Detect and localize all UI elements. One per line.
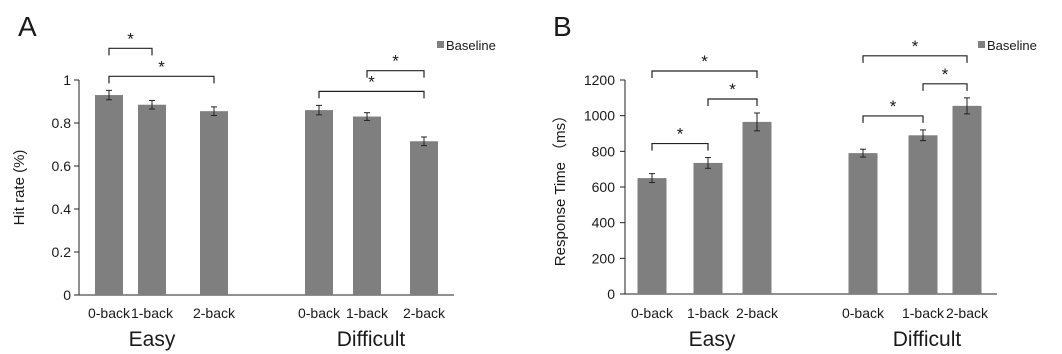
y-tick-label: 1000 [584, 108, 615, 124]
y-tick-label: 200 [592, 250, 616, 266]
significance-bracket [108, 47, 153, 56]
legend-swatch [437, 41, 444, 48]
x-tick-label: 1-back [687, 305, 730, 321]
y-tick-label: 0 [607, 286, 615, 302]
bar-easy-0-back [637, 178, 667, 294]
x-tick-label: 0-back [298, 305, 341, 321]
bar-difficult-1-back [353, 116, 381, 295]
significance-marker: * [912, 37, 919, 56]
y-tick-label: 0 [63, 287, 71, 303]
x-tick-label: 0-back [842, 305, 885, 321]
significance-bracket [922, 83, 968, 91]
significance-bracket [108, 75, 215, 84]
significance-bracket [862, 55, 968, 63]
y-axis-label: Response Time （ms） [552, 108, 569, 266]
significance-marker: * [942, 65, 949, 84]
bar-easy-1-back [138, 104, 166, 295]
panel-label: B [553, 11, 572, 42]
x-tick-label: 0-back [631, 305, 674, 321]
y-tick-label: 1200 [584, 72, 615, 88]
panel-label: A [18, 11, 37, 42]
significance-marker: * [701, 52, 708, 71]
significance-marker: * [368, 72, 375, 91]
group-label: Easy [689, 328, 736, 351]
group-label: Difficult [893, 328, 962, 351]
x-tick-label: 0-back [88, 305, 131, 321]
significance-bracket [862, 115, 924, 123]
x-tick-label: 1-back [902, 305, 945, 321]
bar-difficult-1-back [908, 135, 938, 294]
group-label: Easy [129, 328, 176, 351]
y-axis-label: Hit rate (%) [11, 150, 28, 226]
legend-label: Baseline [987, 38, 1037, 53]
bar-difficult-0-back [848, 153, 878, 294]
y-tick-label: 1 [63, 72, 71, 88]
bar-difficult-0-back [305, 110, 333, 295]
bar-easy-2-back [742, 121, 772, 295]
y-tick-label: 400 [592, 215, 616, 231]
y-tick-label: 0.8 [52, 115, 72, 131]
significance-bracket [318, 90, 425, 99]
bar-easy-0-back [95, 95, 123, 295]
y-tick-label: 0.4 [52, 201, 72, 217]
bar-difficult-2-back [952, 105, 982, 294]
x-tick-label: 1-back [131, 305, 174, 321]
significance-marker: * [158, 57, 165, 76]
significance-bracket [651, 70, 758, 78]
x-tick-label: 1-back [346, 305, 389, 321]
significance-bracket [366, 70, 425, 78]
significance-marker: * [127, 29, 134, 48]
bar-difficult-2-back [410, 141, 438, 295]
legend-swatch [978, 41, 985, 48]
y-tick-label: 800 [592, 143, 616, 159]
significance-bracket [707, 98, 758, 106]
chart-panel-b: B 0 200 400 600 800 1000 1200 Response Time （ms）… [552, 11, 1037, 351]
legend-label: Baseline [446, 38, 496, 53]
y-tick-label: 600 [592, 179, 616, 195]
significance-marker: * [392, 52, 399, 71]
bar-easy-2-back [200, 111, 228, 295]
x-tick-label: 2-back [736, 305, 779, 321]
significance-marker: * [677, 125, 684, 144]
significance-marker: * [890, 97, 897, 116]
y-tick-label: 0.2 [52, 244, 72, 260]
x-tick-label: 2-back [403, 305, 446, 321]
significance-marker: * [729, 80, 736, 99]
bar-easy-1-back [693, 162, 723, 294]
significance-bracket [651, 142, 709, 151]
x-tick-label: 2-back [946, 305, 989, 321]
group-label: Difficult [337, 328, 406, 351]
y-tick-label: 0.6 [52, 158, 72, 174]
x-tick-label: 2-back [193, 305, 236, 321]
